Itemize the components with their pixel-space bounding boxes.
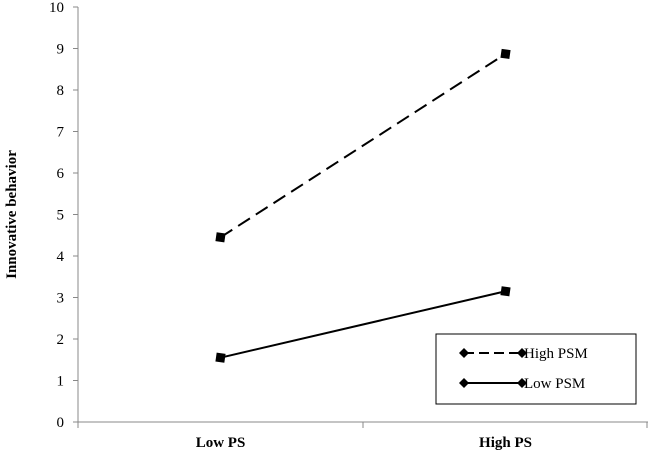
y-tick-label: 7 [57, 125, 65, 141]
legend-label: Low PSM [524, 376, 585, 392]
legend-marker [459, 348, 469, 358]
series-line [220, 290, 506, 359]
series-layer [215, 48, 511, 363]
data-point [215, 352, 226, 363]
legend-marker [517, 378, 527, 388]
y-tick-label: 3 [57, 291, 65, 307]
data-point [500, 286, 511, 297]
x-category-label: High PS [479, 435, 532, 451]
y-axis: 0 1 2 3 4 5 6 7 8 9 10 [49, 0, 79, 431]
x-category-label: Low PS [196, 435, 246, 451]
series-line [219, 53, 507, 239]
series-high-psm [215, 48, 511, 243]
y-tick-label: 2 [57, 332, 65, 348]
y-tick-label: 9 [57, 42, 65, 58]
legend-label: High PSM [524, 346, 588, 362]
legend: High PSM Low PSM [435, 333, 637, 405]
y-tick-label: 0 [57, 415, 65, 431]
y-tick-label: 4 [57, 249, 65, 265]
data-point [215, 232, 226, 243]
y-axis-title: Innovative behavior [4, 150, 20, 279]
series-low-psm [215, 286, 511, 363]
x-axis: Low PS High PS [77, 421, 648, 451]
y-tick-label: 5 [57, 208, 65, 224]
y-tick-label: 6 [57, 166, 65, 182]
data-point [500, 48, 511, 59]
y-tick-label: 8 [57, 83, 65, 99]
y-tick-label: 1 [57, 374, 65, 390]
legend-marker [517, 348, 527, 358]
legend-marker [459, 378, 469, 388]
y-tick-label: 10 [49, 0, 64, 16]
legend-box [435, 333, 637, 405]
